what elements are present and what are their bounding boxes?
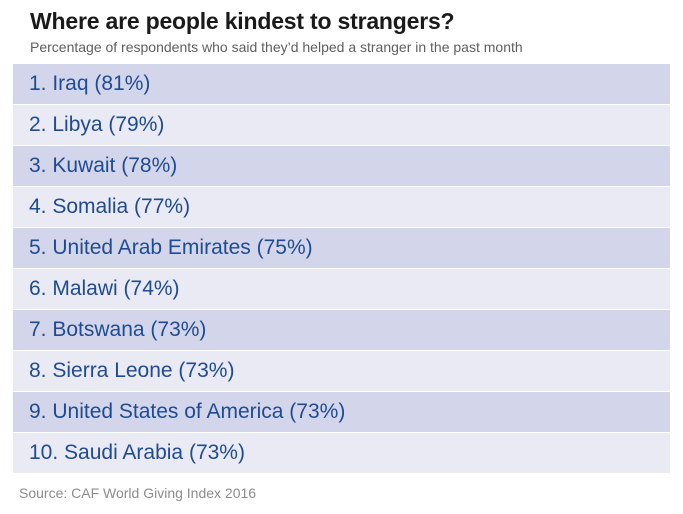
chart-subtitle: Percentage of respondents who said they’… (30, 39, 523, 55)
table-row: 6. Malawi (74%) (13, 269, 670, 310)
table-row: 3. Kuwait (78%) (13, 146, 670, 187)
row-label: 1. Iraq (81%) (29, 72, 151, 95)
table-row: 8. Sierra Leone (73%) (13, 351, 670, 392)
table-row: 4. Somalia (77%) (13, 187, 670, 228)
chart-title: Where are people kindest to strangers? (30, 8, 455, 34)
row-label: 5. United Arab Emirates (75%) (29, 236, 313, 259)
table-row: 9. United States of America (73%) (13, 392, 670, 433)
row-label: 9. United States of America (73%) (29, 400, 346, 423)
row-label: 3. Kuwait (78%) (29, 154, 178, 177)
table-row: 2. Libya (79%) (13, 105, 670, 146)
table-row: 5. United Arab Emirates (75%) (13, 228, 670, 269)
table-row: 1. Iraq (81%) (13, 64, 670, 105)
row-label: 6. Malawi (74%) (29, 277, 180, 300)
row-label: 4. Somalia (77%) (29, 195, 191, 218)
row-label: 10. Saudi Arabia (73%) (29, 441, 245, 464)
row-label: 7. Botswana (73%) (29, 318, 207, 341)
table-row: 7. Botswana (73%) (13, 310, 670, 351)
ranking-table: 1. Iraq (81%) 2. Libya (79%) 3. Kuwait (78… (13, 64, 670, 474)
source-note: Source: CAF World Giving Index 2016 (19, 485, 257, 501)
row-label: 8. Sierra Leone (73%) (29, 359, 235, 382)
table-row: 10. Saudi Arabia (73%) (13, 433, 670, 474)
row-label: 2. Libya (79%) (29, 113, 165, 136)
